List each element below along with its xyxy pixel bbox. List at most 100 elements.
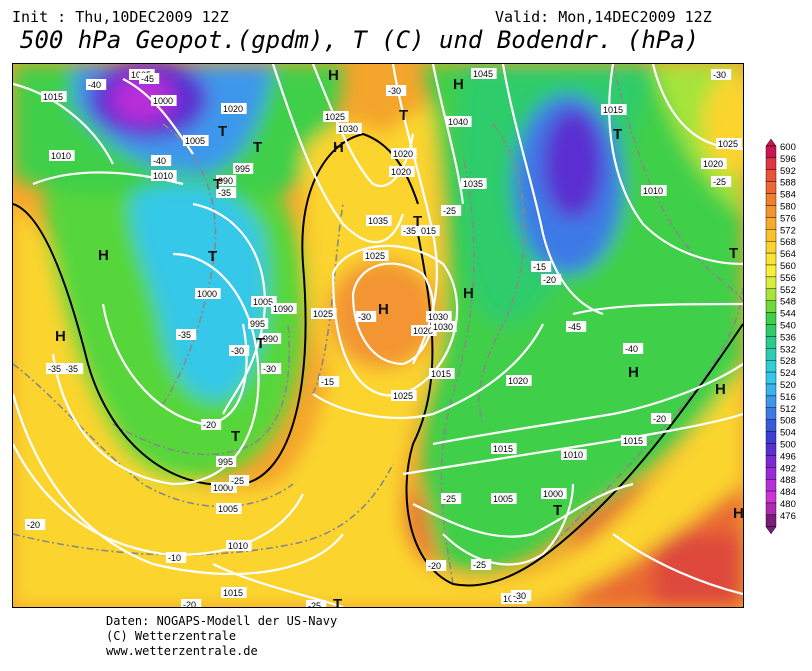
isobar-label-bg (621, 435, 647, 446)
isobar-label: 1040 (448, 117, 468, 127)
isobar-label: 1025 (313, 309, 333, 319)
isobar-label: 1020 (391, 167, 411, 177)
legend-value: 480 (780, 499, 796, 510)
weather-map: 1005101510001020100510101010995990102510… (12, 63, 744, 608)
legend-swatch (765, 359, 777, 373)
isobar-label-bg (426, 311, 452, 322)
map-title: 500 hPa Geopot.(gpdm), T (C) und Bodendr… (20, 26, 700, 54)
isobar-label-bg (195, 288, 221, 299)
legend-swatch (765, 336, 777, 349)
isotherm-label-bg (441, 493, 462, 504)
isotherm-label-bg (261, 363, 282, 374)
isobar-label-bg (491, 443, 517, 454)
legend-swatch (765, 419, 777, 432)
isotherm-label: -35 (65, 364, 78, 374)
isotherm-label: -45 (141, 74, 154, 84)
isobar-label-bg (216, 175, 237, 186)
isotherm-label-bg (25, 519, 46, 530)
init-time: Init : Thu,10DEC2009 12Z (12, 8, 229, 26)
legend-swatch (765, 217, 777, 230)
legend-value: 592 (780, 166, 796, 177)
legend-swatch (765, 240, 777, 254)
isobar-label: 1010 (563, 450, 583, 460)
legend-swatch (765, 193, 777, 206)
isobar-label: 1015 (43, 92, 63, 102)
isotherm-label-bg (511, 590, 532, 601)
isobar-label-bg (336, 123, 362, 134)
isotherm-label: -30 (231, 346, 244, 356)
isobar-label: 1000 (197, 289, 217, 299)
high-pressure-marker: H (715, 381, 726, 398)
legend-top-arrow (765, 138, 777, 147)
isotherm-label-bg (566, 321, 587, 332)
isobar-label-bg (414, 225, 440, 236)
temperature-isotherms (13, 64, 743, 585)
isobar-label-bg (251, 296, 277, 307)
isotherm-label: -15 (321, 377, 334, 387)
isobar-label-bg (41, 91, 67, 102)
pressure-centers: H H H H H H H H H H T T T T T T T T T T T T (55, 67, 743, 607)
isobar-label: 1005 (218, 504, 238, 514)
legend-value: 564 (780, 249, 796, 260)
isobar-label: 1030 (338, 124, 358, 134)
isobar-label: 1020 (223, 104, 243, 114)
isobar-label-bg (601, 104, 627, 115)
isobar-label: 1010 (153, 171, 173, 181)
legend-value: 532 (780, 344, 796, 355)
legend-value: 516 (780, 392, 796, 403)
legend-value: 536 (780, 332, 796, 343)
legend-swatch (765, 383, 777, 397)
high-pressure-marker: H (378, 301, 389, 318)
legend-value: 596 (780, 154, 796, 165)
isotherm-label: -30 (358, 312, 371, 322)
legend-value: 540 (780, 321, 796, 332)
isotherm-label: -40 (88, 80, 101, 90)
isotherm-label-bg (441, 205, 462, 216)
isobar-label: 1035 (368, 216, 388, 226)
isotherm-label: -35 (218, 188, 231, 198)
low-pressure-marker: T (253, 139, 262, 156)
isotherm-label: -30 (713, 70, 726, 80)
high-pressure-marker: H (733, 505, 743, 522)
isobar-label-bg (391, 390, 417, 401)
isotherm-label: -20 (543, 275, 556, 285)
legend-value: 492 (780, 463, 796, 474)
isobar-label-bg (491, 493, 517, 504)
legend-value: 500 (780, 440, 796, 451)
isotherm-label-bg (229, 345, 250, 356)
isobar-label: 1005 (185, 136, 205, 146)
isobar-label-bg (431, 321, 457, 332)
color-scale-legend: 6005965925885845805765725685645605565525… (765, 138, 796, 535)
isotherm-label-bg (711, 176, 732, 187)
isotherm-label-bg (181, 599, 202, 607)
legend-swatch (765, 371, 777, 385)
isobar-label-bg (716, 138, 742, 149)
legend-value: 600 (780, 142, 796, 153)
isobar-label-bg (216, 456, 237, 467)
legend-value: 512 (780, 404, 796, 415)
isobar-label-bg (49, 150, 75, 161)
legend-swatch (765, 395, 777, 408)
isobar-label: 1020 (413, 326, 433, 336)
isotherm-label-bg (386, 85, 407, 96)
legend-swatch (765, 514, 777, 527)
isobar-label-bg (271, 303, 297, 314)
isobar-label-bg (389, 166, 415, 177)
isotherm-label: -25 (473, 560, 486, 570)
isotherm-label: -40 (625, 344, 638, 354)
legend-value: 528 (780, 356, 796, 367)
isobar-label: 1005 (253, 297, 273, 307)
legend-swatch (765, 443, 777, 456)
isobar-label: 990 (218, 176, 233, 186)
isotherm-label: -20 (653, 414, 666, 424)
isotherm-label-bg (151, 155, 172, 166)
isobar-label-bg (211, 482, 237, 493)
isotherm-label-bg (229, 475, 250, 486)
surface-pressure-isobars (13, 64, 743, 607)
isotherm-label: -25 (713, 177, 726, 187)
legend-swatch (765, 252, 777, 266)
legend-swatch (765, 145, 777, 159)
isotherm-label: -20 (183, 600, 196, 607)
isotherm-label-bg (471, 559, 492, 570)
legend-swatch (765, 455, 777, 468)
